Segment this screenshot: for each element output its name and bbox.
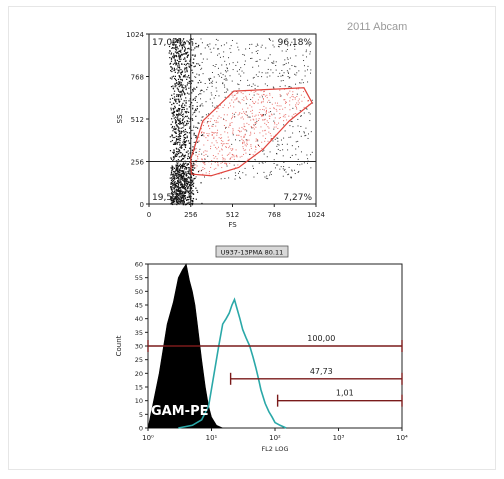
histogram-y-axis-label: Count <box>115 335 123 356</box>
histogram-x-tick-label: 10⁰ <box>142 434 154 442</box>
scatter-y-tick-label: 512 <box>131 116 144 124</box>
histogram-y-tick-label: 55 <box>135 274 143 282</box>
scatter-x-tick-label: 1024 <box>307 211 325 219</box>
quadrant-label-lower-right: 7,27% <box>283 193 312 203</box>
histogram-x-tick-label: 10³ <box>333 434 345 442</box>
histogram-y-tick-label: 50 <box>135 288 143 296</box>
marker-bar <box>276 394 403 407</box>
scatter-y-tick-label: 1024 <box>126 31 144 39</box>
histogram-y-tick-label: 60 <box>135 261 143 269</box>
histogram-y-tick-label: 10 <box>135 397 143 405</box>
quadrant-label-upper-right: 96,18% <box>278 38 313 48</box>
histogram-y-tick-label: 20 <box>135 370 143 378</box>
scatter-y-tick-label: 0 <box>140 201 144 209</box>
quadrant-label-lower-left: 19,59% <box>152 193 187 203</box>
stained-histogram <box>178 297 287 429</box>
histogram-y-tick-label: 45 <box>135 302 143 310</box>
histogram-title-box <box>215 245 289 258</box>
scatter-x-tick-label: 256 <box>184 211 198 219</box>
scatter-events <box>168 38 314 206</box>
scatter-x-tick-label: 0 <box>147 211 151 219</box>
marker-label: 47,73 <box>310 367 333 376</box>
marker-label: 1,01 <box>336 389 354 398</box>
quadrant-label-upper-left: 17,02% <box>152 38 187 48</box>
histogram-y-tick-label: 30 <box>135 343 143 351</box>
histogram-y-tick-label: 35 <box>135 329 143 337</box>
scatter-x-tick-label: 512 <box>226 211 239 219</box>
histogram-x-axis-label: FL2 LOG <box>261 445 288 453</box>
marker-label: 100,00 <box>307 334 335 343</box>
scatter-x-tick-label: 768 <box>268 211 281 219</box>
histogram-y-tick-label: 5 <box>139 411 143 419</box>
histogram-y-tick-label: 0 <box>139 425 143 433</box>
scatter-y-tick-label: 768 <box>131 74 144 82</box>
histogram-y-tick-label: 25 <box>135 356 143 364</box>
scatter-y-tick-label: 256 <box>131 159 145 167</box>
scatter-y-axis-label: SS <box>116 114 124 123</box>
histogram-x-tick-label: 10⁴ <box>396 434 408 442</box>
histogram-y-tick-label: 40 <box>135 315 143 323</box>
histogram-x-tick-label: 10¹ <box>206 434 218 442</box>
gate-polygon <box>190 87 313 177</box>
histogram-y-tick-label: 15 <box>135 384 143 392</box>
marker-bar <box>229 372 403 385</box>
control-series-label: GAM-PE <box>151 404 208 419</box>
scatter-x-axis-label: FS <box>228 221 237 229</box>
watermark: 2011 Abcam <box>347 21 408 33</box>
histogram-title: U937-13PMA 80.11 <box>221 249 283 257</box>
histogram-x-tick-label: 10² <box>269 434 281 442</box>
